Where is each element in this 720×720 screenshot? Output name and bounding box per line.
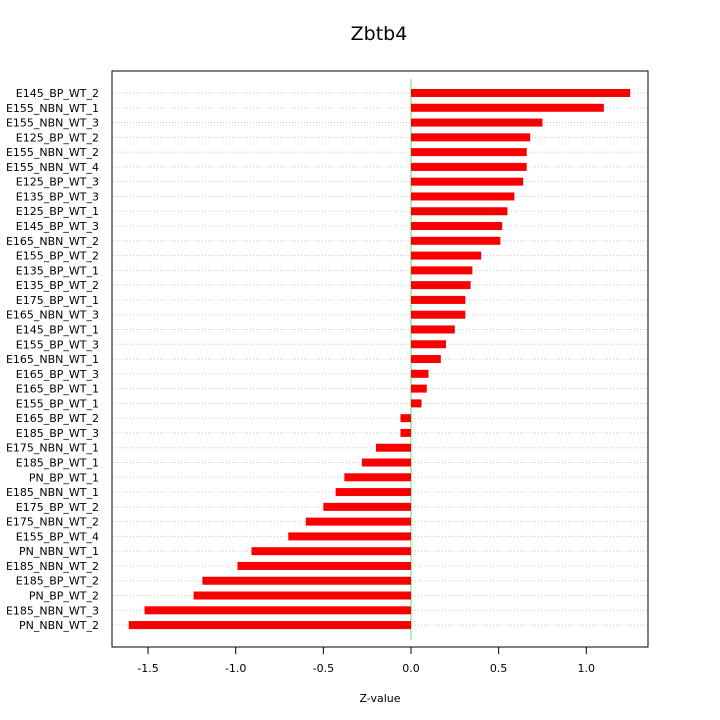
bar (193, 591, 411, 600)
bar (202, 576, 411, 585)
bar (411, 236, 501, 245)
plot-frame (111, 70, 649, 648)
bar (411, 207, 508, 216)
y-tick-label: E125_BP_WT_2 (16, 131, 99, 144)
y-tick-label: E185_BP_WT_1 (16, 457, 99, 470)
y-tick-label: E135_BP_WT_1 (16, 264, 99, 277)
bar (411, 340, 447, 349)
bar (400, 428, 411, 437)
y-tick-label: E165_NBN_WT_2 (6, 235, 99, 248)
bar (411, 177, 524, 186)
y-tick-label: E155_BP_WT_4 (16, 530, 99, 543)
x-tick-label: -0.5 (313, 662, 334, 675)
bar (411, 103, 604, 112)
y-tick-label: E145_BP_WT_1 (16, 323, 99, 336)
bar (237, 561, 411, 570)
bar (411, 325, 455, 334)
y-tick-label: PN_NBN_WT_1 (19, 545, 99, 558)
bar (411, 251, 482, 260)
y-tick-label: E155_NBN_WT_1 (6, 102, 99, 115)
y-tick-label: E185_NBN_WT_2 (6, 560, 99, 573)
y-tick-label: E175_BP_WT_1 (16, 294, 99, 307)
y-tick-label: E175_NBN_WT_2 (6, 516, 99, 529)
x-tick-label: -1.5 (137, 662, 158, 675)
y-tick-label: E165_BP_WT_3 (16, 368, 99, 381)
bar (323, 502, 411, 511)
y-tick-label: E145_BP_WT_2 (16, 87, 99, 100)
bar (411, 192, 515, 201)
y-tick-label: E135_BP_WT_3 (16, 190, 99, 203)
bar (288, 532, 411, 541)
x-axis-label: Z-value (359, 692, 400, 705)
y-tick-label: E185_NBN_WT_3 (6, 604, 99, 617)
bar (411, 222, 503, 231)
y-tick-label: E155_BP_WT_2 (16, 250, 99, 263)
y-tick-label: PN_BP_WT_2 (29, 590, 99, 603)
y-tick-label: PN_BP_WT_1 (29, 471, 99, 484)
y-tick-label: E185_BP_WT_3 (16, 427, 99, 440)
bar (411, 355, 441, 364)
y-tick-label: E145_BP_WT_3 (16, 220, 99, 233)
bar (361, 458, 411, 467)
x-tick-label: -1.0 (225, 662, 246, 675)
bar (411, 384, 427, 393)
bar (411, 89, 631, 97)
bar (411, 118, 543, 127)
y-tick-label: E155_NBN_WT_2 (6, 146, 99, 159)
y-tick-label: E155_BP_WT_3 (16, 338, 99, 351)
y-tick-label: E185_NBN_WT_1 (6, 486, 99, 499)
y-tick-label: E125_BP_WT_3 (16, 176, 99, 189)
y-tick-label: E175_NBN_WT_1 (6, 442, 99, 455)
y-tick-label: E155_BP_WT_1 (16, 397, 99, 410)
y-tick-label: E135_BP_WT_2 (16, 279, 99, 292)
x-tick-label: 0.5 (490, 662, 508, 675)
bar (335, 488, 411, 497)
bar (400, 414, 411, 423)
bar (128, 621, 411, 630)
chart-title: Zbtb4 (351, 23, 408, 45)
grid (112, 92, 648, 626)
x-tick-label: 0.0 (402, 662, 420, 675)
bar (411, 162, 527, 171)
bar (411, 133, 531, 142)
y-tick-label: E125_BP_WT_1 (16, 205, 99, 218)
bar (411, 295, 466, 304)
y-tick-label: E165_NBN_WT_3 (6, 309, 99, 322)
bar (411, 281, 471, 290)
bar (411, 399, 422, 408)
y-tick-label: E185_BP_WT_2 (16, 575, 99, 588)
y-tick-label: E175_BP_WT_2 (16, 501, 99, 514)
y-tick-label: PN_NBN_WT_2 (19, 619, 99, 632)
y-tick-label: E155_NBN_WT_3 (6, 117, 99, 130)
bar (411, 266, 473, 275)
bar (144, 606, 411, 615)
x-tick-label: 1.0 (578, 662, 596, 675)
y-tick-labels: E145_BP_WT_2E155_NBN_WT_1E155_NBN_WT_3E1… (6, 87, 99, 632)
bars (128, 89, 631, 630)
bar (411, 148, 527, 157)
bar (251, 547, 411, 556)
y-tick-label: E165_NBN_WT_1 (6, 353, 99, 366)
bar (411, 310, 466, 319)
bar (344, 473, 411, 482)
y-tick-label: E165_BP_WT_2 (16, 412, 99, 425)
bar (411, 369, 429, 378)
y-tick-label: E155_NBN_WT_4 (6, 161, 99, 174)
bar (305, 517, 411, 526)
bar (375, 443, 411, 452)
y-tick-label: E165_BP_WT_1 (16, 383, 99, 396)
x-axis: -1.5 -1.0 -0.5 0.0 0.5 1.0 (137, 646, 596, 675)
